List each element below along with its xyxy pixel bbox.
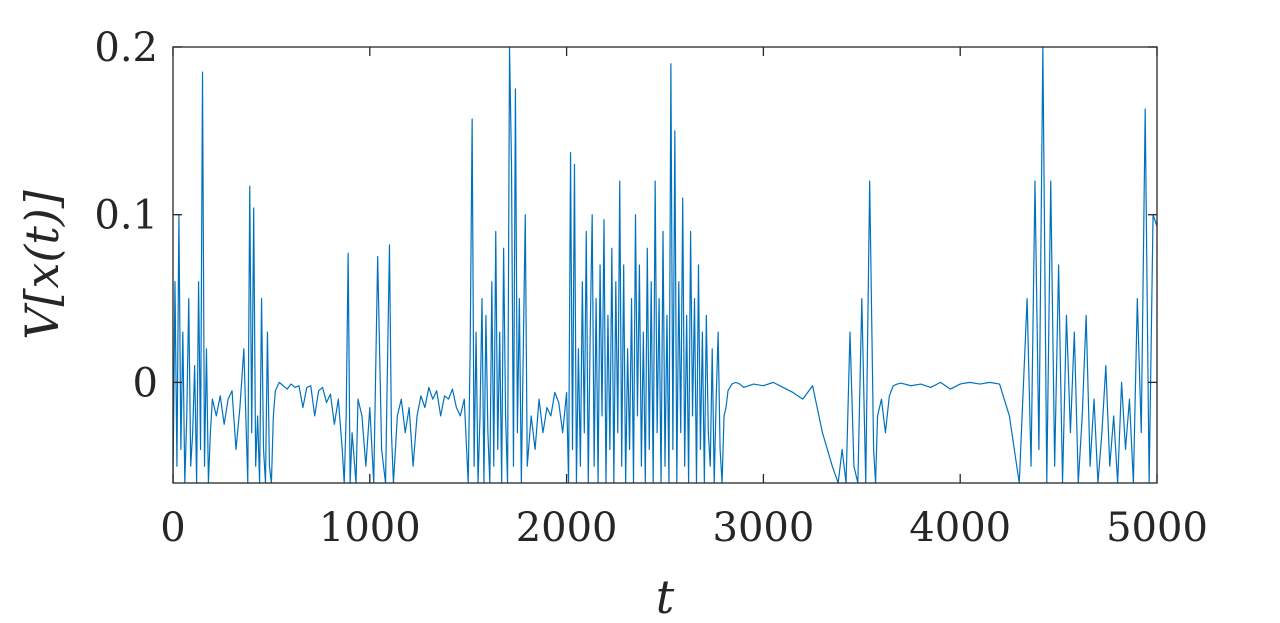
y-axis-ticks: 0 0.1 0.2 [94, 25, 1157, 406]
x-tick-label: 5000 [1106, 505, 1208, 551]
y-tick-label: 0.2 [94, 25, 158, 71]
y-tick-label: 0 [133, 360, 158, 406]
x-axis-ticks: 0 1000 2000 3000 4000 5000 [160, 47, 1208, 551]
plot-area [172, 46, 1158, 484]
x-tick-label: 0 [160, 505, 185, 551]
axes-box [172, 46, 1158, 484]
data-series-line-0 [173, 47, 1157, 483]
x-tick-label: 2000 [516, 505, 618, 551]
y-tick-label: 0.1 [94, 193, 158, 239]
x-tick-label: 1000 [319, 505, 421, 551]
y-axis-label: V[x(t)] [15, 190, 69, 339]
x-axis-label: t [656, 570, 675, 623]
x-tick-label: 3000 [713, 505, 815, 551]
x-tick-label: 4000 [909, 505, 1011, 551]
